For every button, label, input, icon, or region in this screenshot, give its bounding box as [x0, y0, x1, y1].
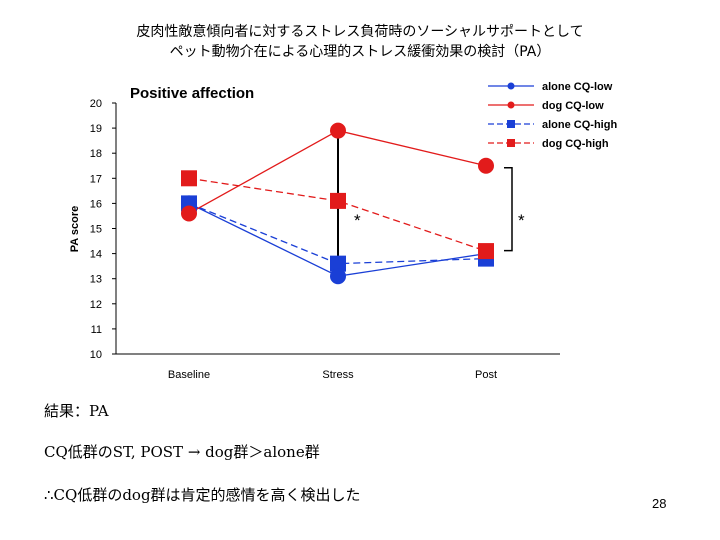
slide-title: 皮肉性敵意傾向者に対するストレス負荷時のソーシャルサポートとして ペット動物介在…	[0, 22, 720, 62]
legend-marker	[507, 139, 515, 147]
significance-star-stress: *	[354, 211, 361, 230]
y-tick-label: 15	[90, 224, 102, 236]
data-point	[330, 255, 346, 272]
y-tick-label: 14	[90, 249, 102, 261]
result-heading: 結果：PA	[44, 402, 109, 420]
y-tick-label: 20	[90, 98, 102, 110]
y-tick-label: 19	[90, 123, 102, 135]
y-tick-label: 12	[90, 299, 102, 311]
x-tick-label: Stress	[322, 369, 354, 381]
finding-text: CQ低群のST, POST → dog群＞alone群	[44, 443, 320, 461]
data-point	[330, 122, 346, 139]
x-tick-label: Baseline	[168, 369, 210, 381]
data-point	[181, 205, 197, 222]
data-point	[181, 170, 197, 187]
legend-entry: alone CQ-high	[542, 119, 617, 131]
y-tick-label: 17	[90, 173, 102, 185]
data-point	[478, 243, 494, 260]
legend-marker	[507, 120, 515, 128]
y-tick-label: 18	[90, 148, 102, 160]
y-axis-label: PA score	[69, 206, 81, 252]
y-tick-label: 10	[90, 349, 102, 361]
page-number: 28	[652, 496, 667, 511]
legend-entry: dog CQ-low	[542, 100, 604, 112]
data-point	[330, 268, 346, 285]
significance-bracket-post	[504, 167, 513, 252]
legend-entry: dog CQ-high	[542, 138, 609, 150]
data-point	[330, 192, 346, 209]
slide-title-line-1: 皮肉性敵意傾向者に対するストレス負荷時のソーシャルサポートとして	[136, 24, 584, 40]
slide-title-line-2: ペット動物介在による心理的ストレス緩衝効果の検討（PA）	[169, 44, 551, 60]
y-tick-label: 16	[90, 198, 102, 210]
legend-marker	[507, 101, 515, 109]
chart-title: Positive affection	[130, 85, 254, 102]
x-tick-label: Post	[475, 369, 497, 381]
significance-star-post: *	[518, 211, 525, 230]
y-tick-label: 11	[91, 324, 102, 336]
y-tick-label: 13	[90, 274, 102, 286]
data-point	[478, 157, 494, 174]
conclusion-text: ∴CQ低群のdog群は肯定的感情を高く検出した	[44, 486, 361, 504]
legend-entry: alone CQ-low	[542, 81, 613, 93]
legend-marker	[507, 82, 515, 90]
